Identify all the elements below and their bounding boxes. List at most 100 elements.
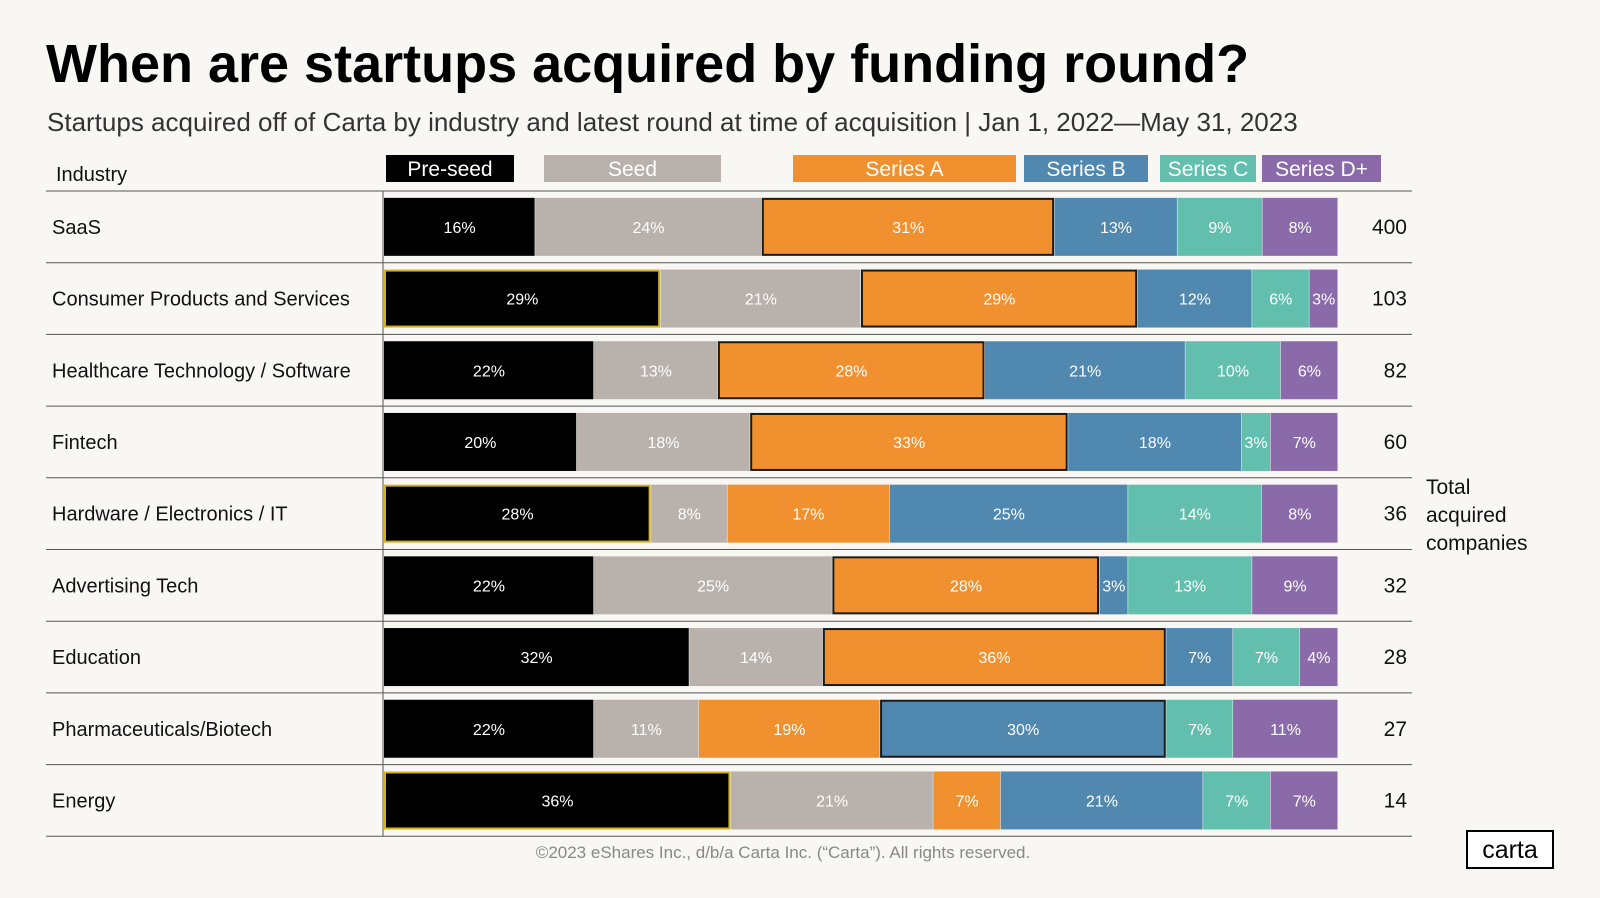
- category-label: SaaS: [52, 217, 101, 239]
- legend-label: Seed: [608, 158, 657, 181]
- data-label: 8%: [1288, 507, 1311, 524]
- bar-segment: [535, 197, 762, 256]
- bar-row: Consumer Products and Services 29% 21% 29% 1…: [52, 269, 1407, 328]
- bar-segment: [1185, 341, 1281, 400]
- bar-segment: [1241, 412, 1271, 471]
- bar-segment: [1309, 269, 1338, 328]
- data-label: 30%: [1007, 722, 1039, 739]
- bar-row: Fintech 20% 18% 33% 18% 3% 7% 60: [52, 412, 1407, 471]
- category-label: Healthcare Technology / Software: [52, 360, 351, 382]
- bar-segment: [593, 699, 699, 758]
- data-label: 14%: [740, 650, 772, 667]
- data-label: 18%: [647, 435, 679, 452]
- bar-segment: [1137, 269, 1252, 328]
- data-label: 14%: [1179, 507, 1211, 524]
- bar-segment: [761, 197, 1055, 256]
- total-value: 400: [1372, 216, 1407, 239]
- bar-row: Hardware / Electronics / IT 28% 8% 17% 25% 14…: [52, 484, 1407, 543]
- data-label: 32%: [521, 650, 553, 667]
- total-label-line-3: companies: [1426, 532, 1528, 555]
- data-label: 8%: [678, 507, 701, 524]
- data-label: 6%: [1298, 363, 1321, 380]
- bar-row: Education 32% 14% 36% 7% 7% 4% 28: [52, 628, 1407, 687]
- legend-label: Series B: [1046, 158, 1125, 181]
- bar-segment: [1233, 628, 1300, 687]
- data-label: 13%: [1174, 578, 1206, 595]
- bar-segment: [730, 771, 933, 830]
- legend-swatch: [386, 155, 514, 182]
- data-label: 4%: [1307, 650, 1330, 667]
- category-label: Education: [52, 647, 141, 669]
- bar-segment: [593, 556, 832, 615]
- bar-segment: [1280, 341, 1338, 400]
- data-label: 33%: [893, 435, 925, 452]
- total-value: 28: [1384, 646, 1407, 669]
- data-label: 20%: [464, 435, 496, 452]
- data-label: 13%: [640, 363, 672, 380]
- data-label: 11%: [1270, 722, 1301, 739]
- bars: SaaS 16% 24% 31% 13% 9% 8% 400 Consumer Products…: [52, 197, 1408, 830]
- data-label: 36%: [979, 650, 1011, 667]
- bar-segment: [1166, 628, 1233, 687]
- bar-segment: [1261, 484, 1338, 543]
- data-label: 17%: [793, 507, 825, 524]
- bar-segment: [1252, 269, 1309, 328]
- category-label: Fintech: [52, 432, 118, 454]
- bar-row: Pharmaceuticals/Biotech 22% 11% 19% 30% 7% 11%…: [52, 699, 1407, 758]
- bar-segment: [384, 269, 661, 328]
- bar-segment: [750, 412, 1068, 471]
- bar-row: SaaS 16% 24% 31% 13% 9% 8% 400: [52, 197, 1407, 256]
- chart-title: When are startups acquired by funding ro…: [46, 34, 1249, 94]
- category-label: Pharmaceuticals/Biotech: [52, 719, 272, 741]
- bar-segment: [1299, 628, 1338, 687]
- data-label: 7%: [1188, 650, 1211, 667]
- category-label: Advertising Tech: [52, 575, 198, 597]
- data-label: 28%: [950, 578, 982, 595]
- data-label: 19%: [773, 722, 805, 739]
- bar-segment: [1262, 197, 1338, 256]
- bar-segment: [985, 341, 1185, 400]
- data-label: 7%: [1293, 435, 1316, 452]
- bar-segment: [822, 628, 1166, 687]
- data-label: 24%: [632, 220, 664, 237]
- data-label: 29%: [983, 292, 1015, 309]
- legend-swatch: [1262, 155, 1381, 182]
- bar-row: Advertising Tech 22% 25% 28% 3% 13% 9% 32: [52, 556, 1407, 615]
- bar-segment: [651, 484, 727, 543]
- bar-segment: [689, 628, 823, 687]
- bar-segment: [1203, 771, 1271, 830]
- bar-segment: [384, 341, 594, 400]
- category-label: Energy: [52, 790, 115, 812]
- legend-swatch: [544, 155, 721, 182]
- bar-segment: [660, 269, 861, 328]
- bar-segment: [1270, 771, 1338, 830]
- data-label: 7%: [955, 793, 978, 810]
- bar-segment: [384, 628, 689, 687]
- total-value: 27: [1384, 718, 1407, 741]
- legend-swatch: [1160, 155, 1256, 182]
- data-label: 36%: [541, 793, 573, 810]
- data-label: 7%: [1188, 722, 1211, 739]
- total-value: 60: [1384, 431, 1407, 454]
- legend-label: Series A: [865, 158, 943, 181]
- legend-label: Series D+: [1275, 158, 1368, 181]
- bar-segment: [1054, 197, 1177, 256]
- bar-segment: [576, 412, 750, 471]
- bar-segment: [889, 484, 1128, 543]
- total-value: 82: [1384, 359, 1407, 382]
- data-label: 22%: [473, 363, 505, 380]
- total-value: 14: [1384, 789, 1408, 812]
- total-value: 103: [1372, 288, 1407, 311]
- data-label: 3%: [1312, 292, 1335, 309]
- legend-label: Series C: [1168, 158, 1249, 181]
- total-label-line-2: acquired: [1426, 504, 1507, 527]
- data-label: 21%: [745, 292, 777, 309]
- bar-segment: [384, 699, 594, 758]
- bar-segment: [384, 197, 535, 256]
- bar-segment: [933, 771, 1001, 830]
- data-label: 16%: [444, 220, 476, 237]
- bar-segment: [384, 412, 577, 471]
- bar-segment: [384, 556, 594, 615]
- row-dividers: [46, 190, 1412, 837]
- carta-logo: carta: [1466, 830, 1554, 869]
